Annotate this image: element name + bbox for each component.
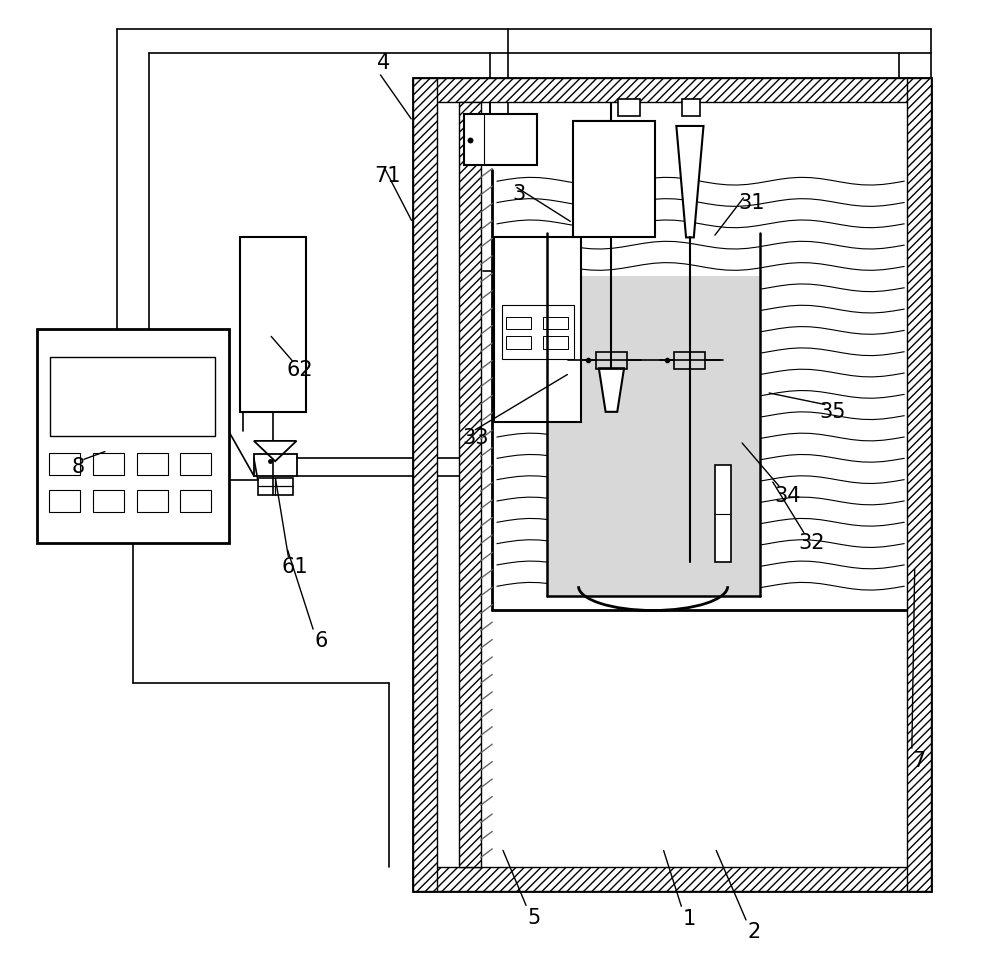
Bar (413, 78, 437, 891)
Bar (240, 237, 306, 412)
Bar (180, 453, 211, 475)
Bar (596, 352, 627, 369)
Bar (49, 490, 80, 512)
Bar (573, 121, 655, 237)
Bar (506, 317, 531, 329)
Text: 1: 1 (682, 909, 696, 928)
Text: 31: 31 (739, 194, 765, 213)
Bar (674, 352, 705, 369)
Text: 62: 62 (286, 360, 313, 380)
Polygon shape (254, 441, 297, 461)
Bar (137, 490, 168, 512)
Bar (93, 453, 124, 475)
Bar (682, 99, 700, 116)
Bar (459, 102, 481, 867)
Bar (464, 114, 537, 165)
Bar (907, 78, 931, 891)
Bar (618, 99, 640, 116)
Bar (50, 357, 215, 436)
Bar (180, 490, 211, 512)
Text: 34: 34 (775, 486, 801, 506)
Bar (502, 305, 574, 359)
Text: 3: 3 (513, 184, 526, 203)
Bar (437, 102, 907, 867)
Text: 4: 4 (377, 53, 390, 73)
Text: 8: 8 (72, 457, 85, 477)
Bar (254, 454, 297, 476)
Polygon shape (676, 126, 703, 237)
Text: 5: 5 (527, 908, 541, 927)
Bar (413, 867, 931, 891)
Polygon shape (599, 368, 624, 412)
Text: 35: 35 (819, 402, 846, 422)
Text: 71: 71 (374, 167, 401, 186)
Bar (543, 336, 568, 349)
Bar (547, 276, 760, 596)
Bar (258, 478, 293, 495)
Bar (37, 329, 229, 543)
Bar (49, 453, 80, 475)
Bar (494, 237, 581, 422)
Text: 7: 7 (912, 751, 925, 770)
Text: 33: 33 (463, 428, 489, 448)
Bar (543, 317, 568, 329)
Bar (413, 78, 931, 891)
Text: 61: 61 (281, 557, 308, 577)
Bar (715, 465, 731, 562)
Bar (413, 78, 931, 102)
Bar (137, 453, 168, 475)
Text: 6: 6 (314, 632, 327, 651)
Bar (93, 490, 124, 512)
Text: 32: 32 (799, 533, 825, 552)
Bar (506, 336, 531, 349)
Text: 2: 2 (747, 922, 761, 942)
